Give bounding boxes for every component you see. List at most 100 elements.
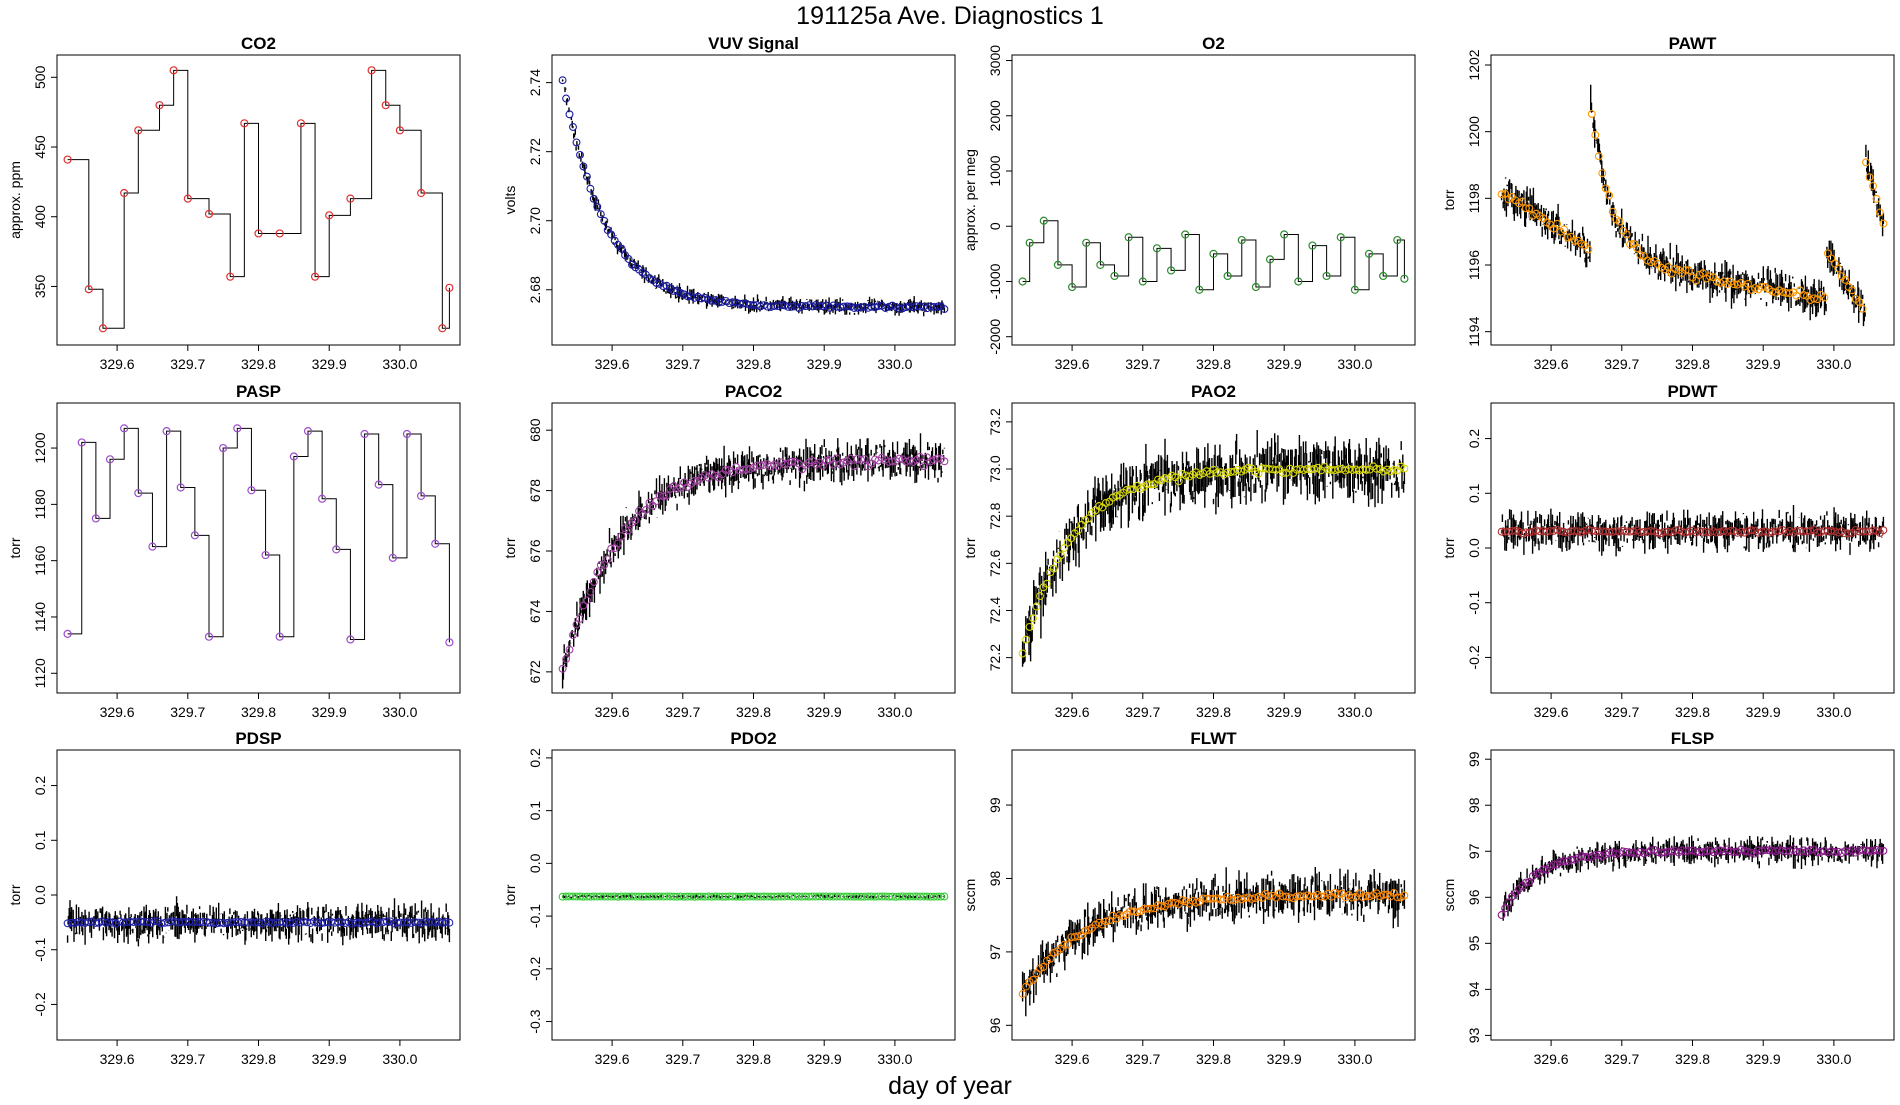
data-point (1018, 990, 1027, 998)
chart-pdsp: PDSP torr -0.2 -0.1 0.0 0.1 0.2 329.6 329.7 329.8… (7, 729, 461, 1067)
y-tick-label: 0.0 (1466, 538, 1482, 558)
data-point (346, 635, 355, 644)
data-point (1594, 152, 1603, 161)
data-point (1570, 236, 1579, 245)
data-point (1108, 493, 1117, 502)
data-point (919, 462, 928, 471)
data-point (1813, 528, 1822, 537)
data-point (721, 466, 730, 475)
y-tick-label: 0.2 (32, 776, 48, 796)
data-point (1841, 275, 1850, 284)
data-point (662, 491, 671, 500)
data-point (1029, 975, 1037, 984)
data-point (1615, 217, 1624, 226)
y-axis-label: sccm (962, 879, 978, 912)
data-point (395, 126, 405, 135)
data-point (1074, 526, 1083, 535)
y-tick-label: 98 (987, 870, 1003, 886)
x-tick-label: 329.9 (807, 704, 842, 720)
plot-area (63, 66, 454, 333)
data-point (1730, 847, 1739, 856)
data-point (1744, 279, 1752, 288)
data-point (1705, 272, 1714, 281)
data-point (1294, 277, 1303, 286)
data-point (1521, 204, 1530, 213)
data-point (91, 514, 100, 523)
y-tick-label: -0.1 (32, 937, 48, 961)
data-point (822, 456, 831, 465)
data-point (1237, 895, 1246, 904)
y-tick-label: 2.68 (527, 276, 543, 303)
x-tick-label: 329.8 (1675, 704, 1710, 720)
chart-title: VUV Signal (708, 34, 799, 53)
data-point (1587, 109, 1596, 118)
data-point (659, 282, 668, 291)
plot-frame (1490, 402, 1895, 694)
data-point (565, 645, 574, 654)
data-point (1081, 927, 1090, 936)
x-tick-label: 329.8 (241, 704, 276, 720)
data-point (134, 488, 143, 498)
chart-title: PDSP (235, 729, 281, 748)
y-tick-label: 0 (987, 222, 1003, 230)
data-point (1056, 551, 1065, 560)
data-point (1036, 592, 1044, 601)
x-tick-label: 329.7 (1125, 704, 1160, 720)
plot-area (63, 424, 454, 647)
y-tick-label: -0.2 (32, 992, 48, 1016)
data-point (1601, 184, 1610, 193)
y-tick-label: -1000 (987, 263, 1003, 299)
y-tick-label: 95 (1466, 935, 1482, 951)
plot-area (1497, 505, 1888, 557)
data-point (445, 283, 454, 292)
y-tick-label: 1200 (1466, 116, 1482, 147)
plot-area (63, 896, 454, 947)
chart-pdwt: PDWT torr -0.2 -0.1 0.0 0.1 0.2 329.6 329.7 329.8… (1441, 382, 1895, 720)
data-point (624, 526, 633, 535)
y-tick-label: 680 (527, 418, 543, 442)
plot-area (558, 76, 949, 317)
y-tick-label: 350 (32, 275, 48, 299)
data-point (1209, 249, 1218, 258)
data-point (1393, 235, 1402, 245)
chart-o2: O2 approx. per meg -2000 -1000 0 1000 2000 3000… (962, 34, 1416, 372)
data-point (318, 494, 327, 503)
y-axis-label: torr (962, 537, 978, 558)
data-point (1633, 244, 1641, 253)
data-point (445, 918, 454, 927)
y-tick-label: 96 (1466, 889, 1482, 905)
y-tick-label: 1198 (1466, 183, 1482, 213)
data-point (1046, 954, 1055, 963)
data-point (562, 94, 571, 103)
data-point (1844, 529, 1853, 538)
data-point (1612, 850, 1621, 859)
chart-title: O2 (1202, 34, 1225, 53)
chart-vuv-signal: VUV Signal volts 2.68 2.70 2.72 2.74 329.6 329.… (502, 34, 956, 372)
data-point (155, 101, 164, 110)
data-point (1074, 932, 1083, 941)
y-tick-label: 72.8 (987, 502, 1003, 529)
data-point (596, 210, 605, 219)
data-point (1147, 904, 1155, 913)
y-tick-label: 72.4 (987, 597, 1003, 624)
y-tick-label: 73.2 (987, 408, 1003, 435)
x-tick-label: 329.6 (1534, 1051, 1569, 1067)
data-point (1567, 855, 1575, 864)
x-tick-label: 330.0 (1816, 1051, 1851, 1067)
data-point (1681, 528, 1690, 537)
data-point (1400, 274, 1409, 283)
plot-area (1497, 84, 1888, 327)
data-point (1049, 948, 1058, 957)
data-point (624, 255, 633, 263)
data-point (1265, 891, 1273, 900)
data-point (631, 516, 640, 525)
data-point (1018, 277, 1027, 286)
y-tick-label: 1194 (1466, 316, 1482, 346)
data-point (1181, 230, 1190, 239)
data-point (1511, 526, 1520, 535)
data-point (780, 460, 789, 469)
chart-title: FLWT (1190, 729, 1237, 748)
data-point (84, 285, 93, 294)
x-tick-label: 330.0 (877, 704, 912, 720)
data-point (1244, 463, 1253, 472)
